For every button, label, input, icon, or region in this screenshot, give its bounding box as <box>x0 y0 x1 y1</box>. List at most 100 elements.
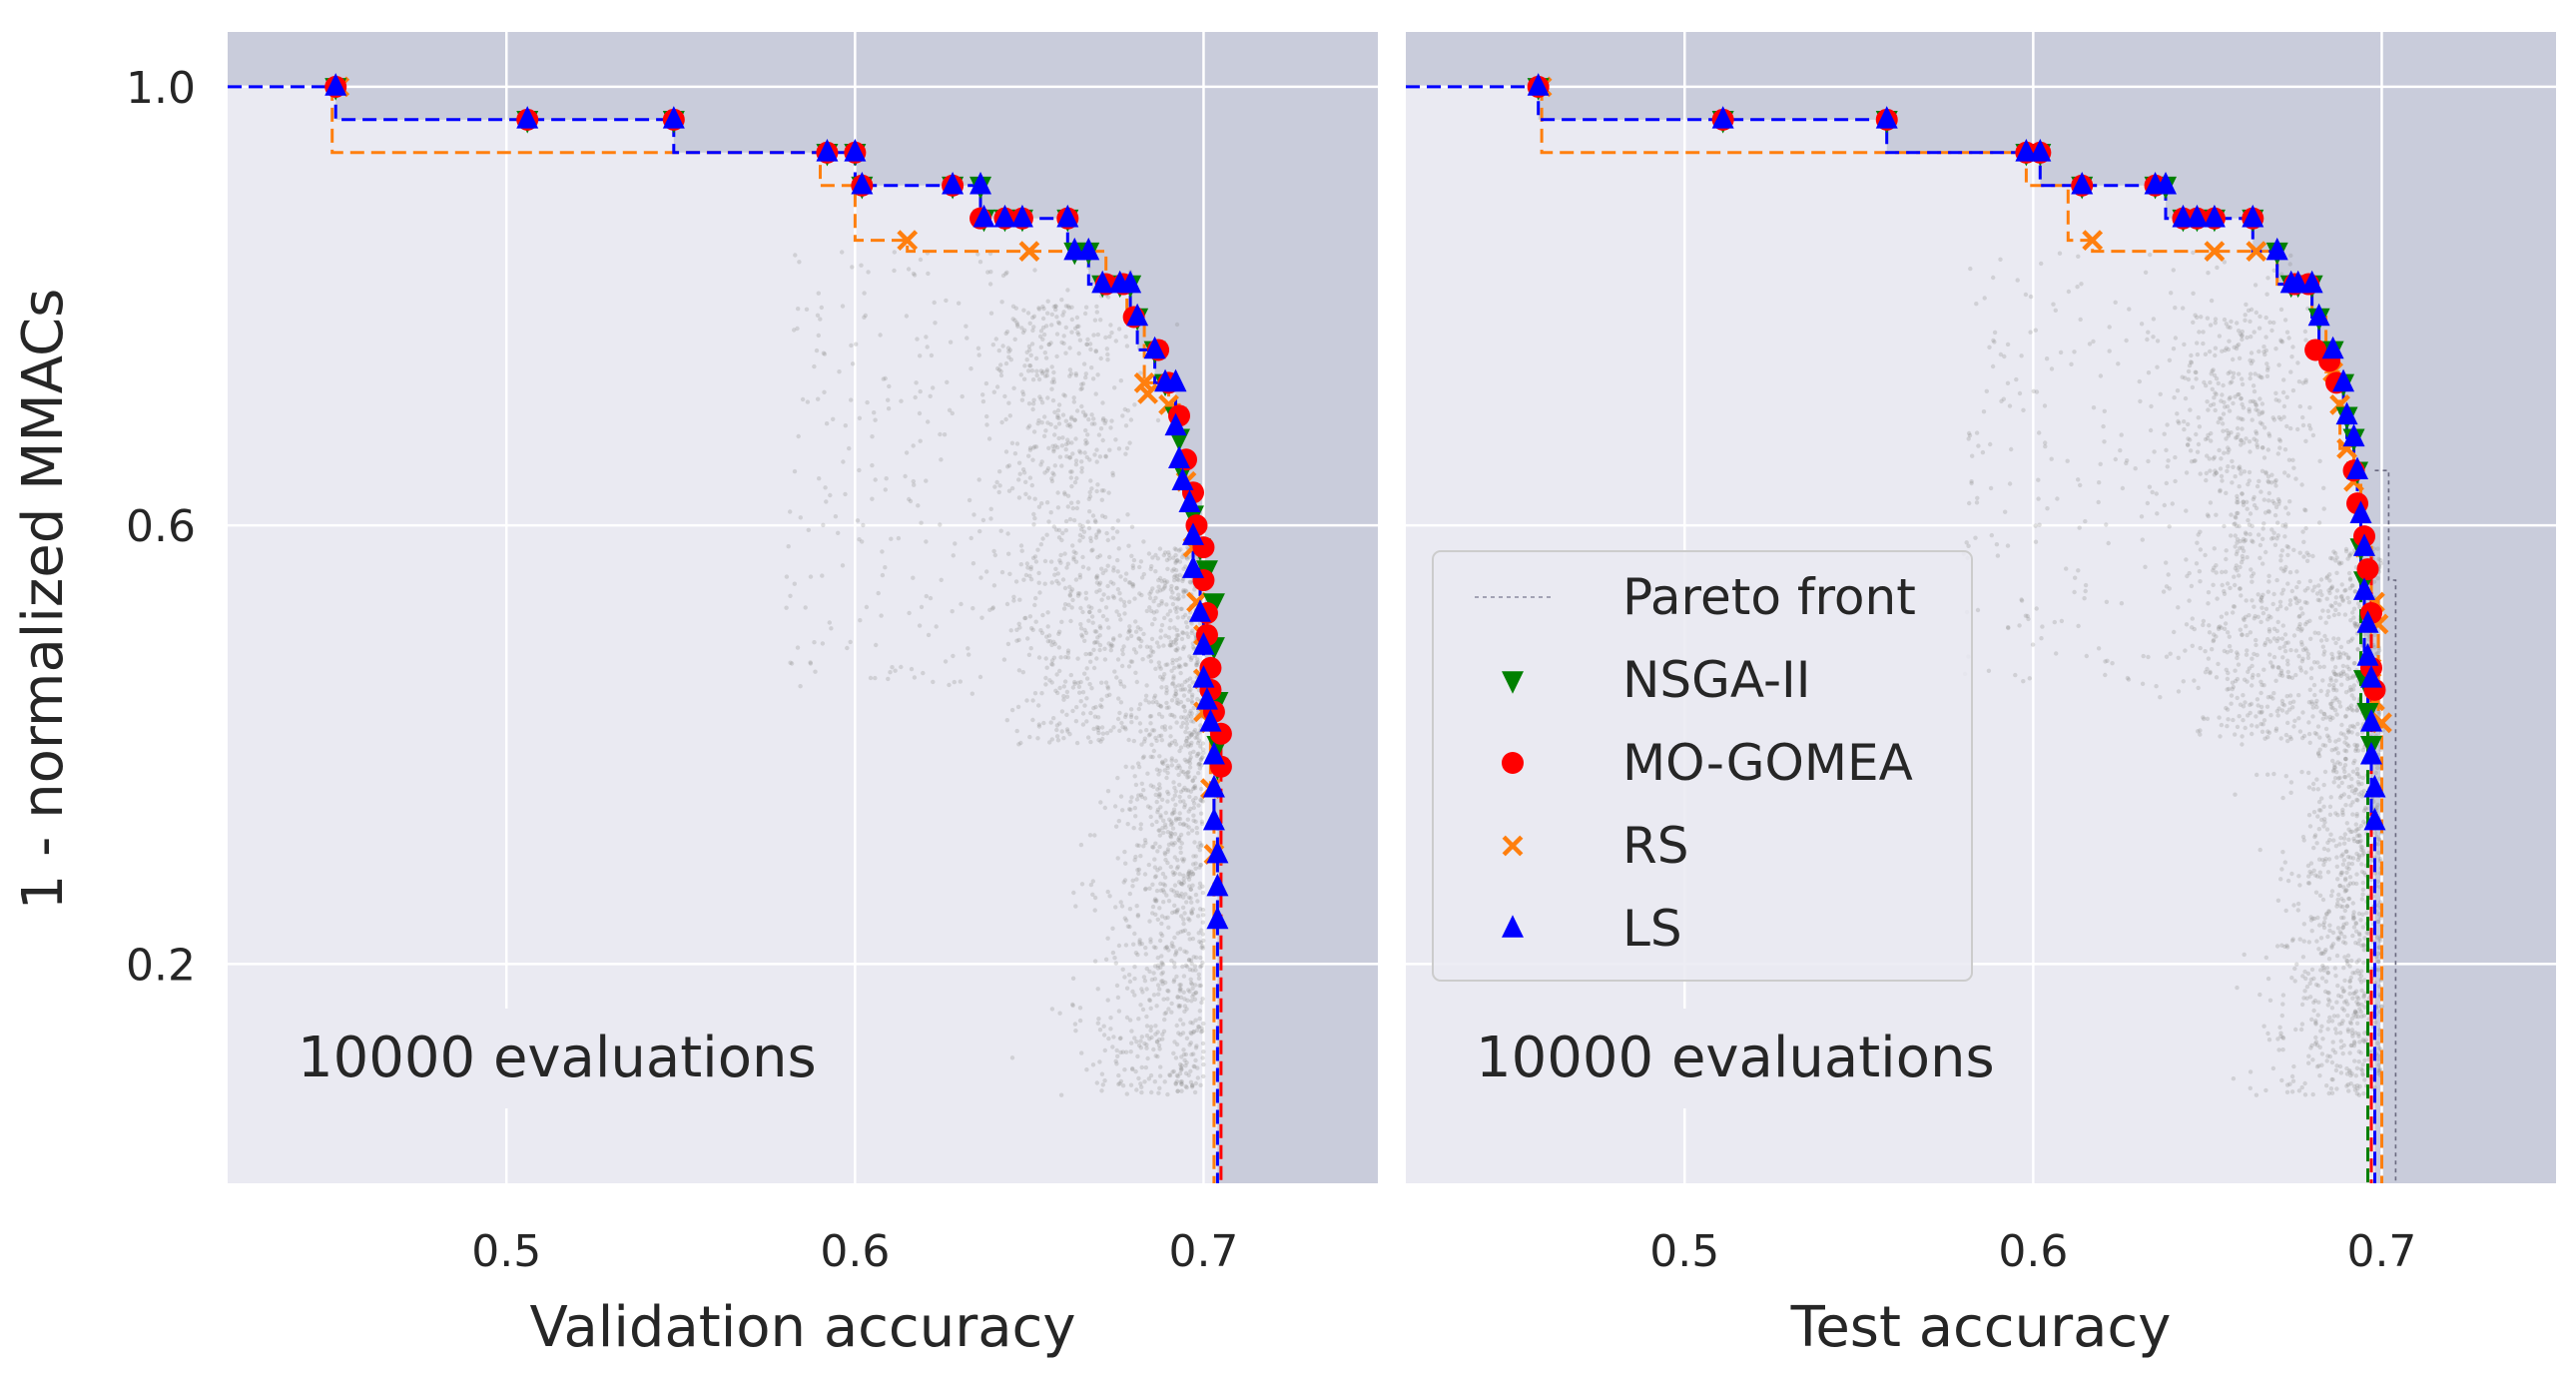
evaluation-point <box>2332 1027 2338 1032</box>
evaluation-point <box>1190 883 1195 888</box>
evaluation-point <box>1169 712 1175 718</box>
evaluation-point <box>1099 488 1105 493</box>
evaluation-point <box>2329 1019 2335 1024</box>
evaluation-point <box>965 336 969 341</box>
evaluation-point <box>2219 722 2225 728</box>
evaluation-point <box>1187 794 1192 800</box>
evaluation-point <box>1157 782 1162 787</box>
evaluation-point <box>1189 911 1194 916</box>
evaluation-point <box>2375 802 2380 808</box>
y-tick-label: 0.6 <box>126 501 196 552</box>
evaluation-point <box>1049 580 1054 585</box>
evaluation-point <box>797 260 802 265</box>
evaluation-point <box>2189 352 2194 358</box>
evaluation-point <box>2334 746 2339 751</box>
evaluation-point <box>1132 931 1137 937</box>
evaluation-point <box>1185 775 1190 780</box>
evaluation-point <box>1173 559 1179 564</box>
evaluation-point <box>2065 458 2070 463</box>
evaluation-point <box>1038 329 1044 334</box>
evaluation-point <box>2285 674 2290 679</box>
evaluation-point <box>2023 292 2029 298</box>
evaluation-point <box>2350 812 2355 817</box>
evaluation-point <box>1180 578 1185 584</box>
evaluation-point <box>899 398 904 403</box>
evaluation-point <box>1172 694 1177 699</box>
evaluation-point <box>2083 518 2088 524</box>
evaluation-point <box>2001 396 2007 401</box>
evaluation-point <box>1181 715 1187 720</box>
evaluation-point <box>2293 596 2298 601</box>
evaluation-point <box>1007 571 1012 576</box>
evaluation-point <box>1116 327 1122 332</box>
evaluation-point <box>1176 1003 1181 1009</box>
evaluation-point <box>1155 556 1161 561</box>
evaluation-point <box>2175 411 2180 416</box>
evaluation-point <box>1108 579 1113 585</box>
evaluation-point <box>2356 1034 2361 1039</box>
evaluation-point <box>951 653 956 659</box>
evaluation-point <box>1076 324 1081 329</box>
evaluation-point <box>1156 660 1162 665</box>
evaluation-point <box>2337 883 2342 889</box>
evaluation-point <box>2254 724 2259 729</box>
evaluation-point <box>918 438 923 443</box>
evaluation-point <box>1171 780 1176 785</box>
evaluation-point <box>1165 997 1170 1002</box>
evaluation-point <box>2275 451 2280 456</box>
evaluation-point <box>918 257 924 263</box>
evaluation-point <box>2196 415 2201 420</box>
evaluation-point <box>2339 722 2344 728</box>
evaluation-point <box>2266 509 2271 514</box>
evaluation-point <box>948 340 954 345</box>
evaluation-point <box>2330 1039 2335 1044</box>
evaluation-point <box>1150 586 1155 591</box>
evaluation-point <box>1151 784 1156 790</box>
evaluation-point <box>1094 459 1099 464</box>
evaluation-point <box>2331 765 2337 770</box>
evaluation-point <box>2364 931 2369 936</box>
evaluation-point <box>1054 353 1059 359</box>
evaluation-point <box>2250 417 2254 422</box>
evaluation-point <box>2320 951 2326 957</box>
evaluation-point <box>2332 966 2337 971</box>
evaluation-point <box>1051 655 1057 660</box>
evaluation-point <box>2257 542 2263 548</box>
evaluation-point <box>1111 565 1116 570</box>
evaluation-point <box>970 561 976 566</box>
marker-ls <box>942 171 965 195</box>
evaluation-point <box>1036 703 1041 708</box>
evaluation-point <box>2361 961 2366 966</box>
evaluation-point <box>2271 691 2276 696</box>
evaluation-point <box>1107 447 1112 452</box>
evaluation-point <box>2212 472 2218 477</box>
evaluation-point <box>2289 871 2294 877</box>
evaluation-point <box>1167 625 1172 631</box>
evaluation-point <box>2301 996 2306 1001</box>
evaluation-point <box>1196 931 1201 936</box>
evaluation-point <box>2331 1014 2337 1019</box>
evaluation-point <box>2195 315 2200 320</box>
evaluation-point <box>2247 613 2252 618</box>
evaluation-point <box>1177 983 1182 988</box>
evaluation-point <box>1072 681 1077 686</box>
evaluation-point <box>1196 976 1202 981</box>
evaluation-point <box>1157 793 1162 798</box>
evaluation-point <box>1147 591 1152 596</box>
evaluation-point <box>1095 987 1100 992</box>
evaluation-point <box>1178 832 1184 838</box>
evaluation-point <box>2037 430 2042 435</box>
evaluation-point <box>2307 981 2312 986</box>
evaluation-point <box>1174 585 1179 590</box>
evaluation-point <box>1039 420 1044 425</box>
evaluation-point <box>2296 598 2302 603</box>
evaluation-point <box>2217 334 2223 339</box>
evaluation-point <box>2238 538 2243 544</box>
evaluation-point <box>2261 683 2266 688</box>
evaluation-point <box>2299 1084 2304 1090</box>
evaluation-point <box>2300 414 2305 420</box>
evaluation-point <box>2300 710 2305 715</box>
evaluation-point <box>2054 651 2059 656</box>
evaluation-point <box>2165 422 2170 427</box>
evaluation-point <box>1130 878 1135 883</box>
